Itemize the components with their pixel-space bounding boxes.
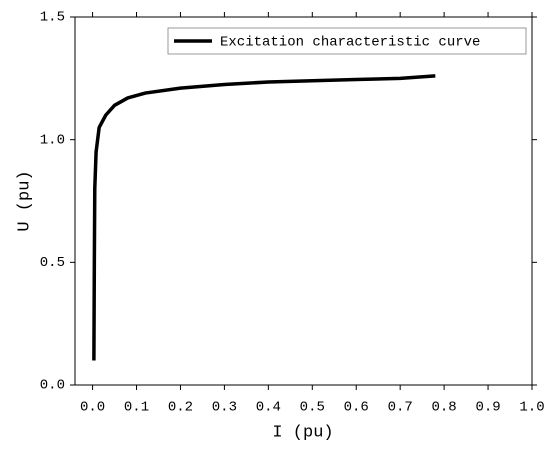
x-tick-label: 0.1 [124,400,149,416]
x-tick-label: 0.2 [168,400,193,416]
legend-label: Excitation characteristic curve [220,35,480,51]
x-axis-label: I (pu) [272,423,333,442]
plot-frame [74,16,533,386]
legend-box [167,27,527,55]
x-tick-label: 0.5 [300,400,325,416]
series-line [92,74,436,361]
x-tick-label: 0.4 [256,400,281,416]
x-tick-label: 0.0 [80,400,105,416]
y-tick-label: 0.0 [40,378,65,394]
x-tick-label: 0.8 [432,400,457,416]
x-tick-label: 0.3 [212,400,237,416]
x-tick-label: 1.0 [519,400,544,416]
x-tick-label: 0.7 [388,400,413,416]
y-axis-label: U (pu) [15,170,34,231]
y-tick-label: 1.5 [40,10,65,26]
x-tick-label: 0.9 [475,400,500,416]
y-tick-label: 1.0 [40,132,65,148]
x-tick-label: 0.6 [344,400,369,416]
y-tick-label: 0.5 [40,255,65,271]
